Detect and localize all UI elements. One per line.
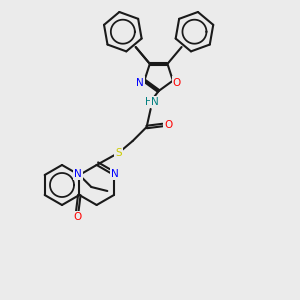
Text: H: H	[145, 97, 152, 107]
Text: N: N	[136, 78, 143, 88]
Text: N: N	[111, 169, 119, 179]
Text: N: N	[151, 97, 158, 107]
Text: N: N	[74, 169, 82, 179]
Text: O: O	[173, 78, 181, 88]
Text: O: O	[164, 120, 173, 130]
Text: S: S	[115, 148, 122, 158]
Text: O: O	[73, 212, 81, 222]
